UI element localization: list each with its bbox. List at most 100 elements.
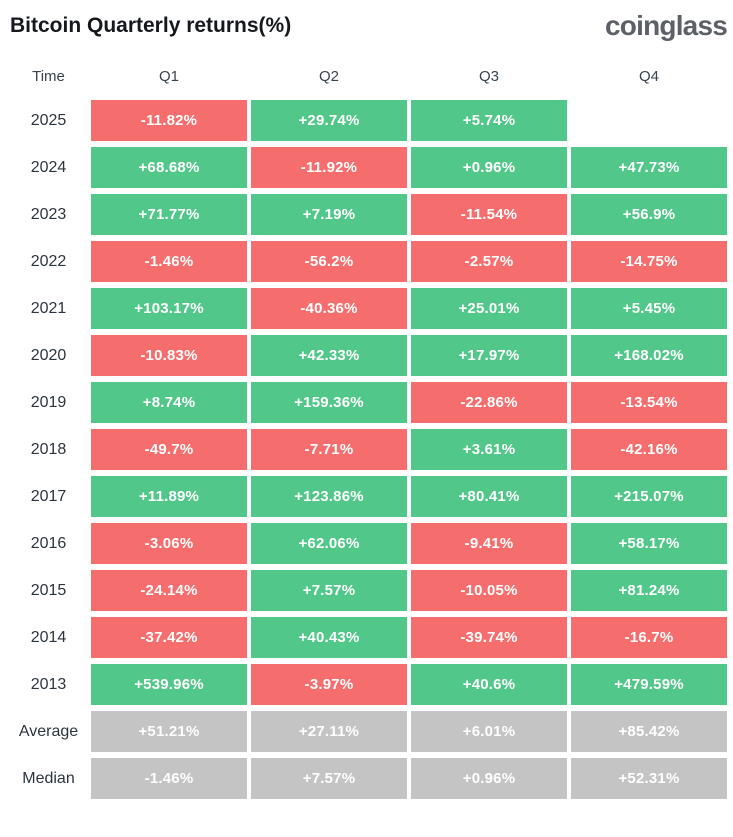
return-cell: +40.43% (251, 617, 407, 658)
page-title: Bitcoin Quarterly returns(%) (10, 14, 292, 37)
return-cell: +80.41% (411, 476, 567, 517)
row-label: 2016 (30, 534, 67, 552)
return-cell: -7.71% (251, 429, 407, 470)
table-row: Median -1.46% +7.57% +0.96% +52.31% (10, 758, 727, 799)
empty-cell (571, 100, 727, 141)
return-cell: +62.06% (251, 523, 407, 564)
return-cell: +7.57% (251, 570, 407, 611)
return-cell: -10.05% (411, 570, 567, 611)
return-cell: +11.89% (91, 476, 247, 517)
table-row: 2020 -10.83% +42.33% +17.97% +168.02% (10, 335, 727, 376)
return-cell: +539.96% (91, 664, 247, 705)
return-cell: -3.06% (91, 523, 247, 564)
row-label: 2019 (30, 393, 67, 411)
header: Bitcoin Quarterly returns(%) coinglass (10, 10, 728, 41)
row-label: Median (22, 769, 75, 787)
return-cell: +8.74% (91, 382, 247, 423)
table-row: 2015 -24.14% +7.57% -10.05% +81.24% (10, 570, 727, 611)
return-cell: -24.14% (91, 570, 247, 611)
return-cell: +42.33% (251, 335, 407, 376)
return-cell: -10.83% (91, 335, 247, 376)
return-cell: +17.97% (411, 335, 567, 376)
time-column-header: Time (32, 68, 65, 85)
return-cell: +215.07% (571, 476, 727, 517)
quarter-column-header: Q1 (158, 68, 179, 85)
return-cell: +0.96% (411, 758, 567, 799)
table-row: 2018 -49.7% -7.71% +3.61% -42.16% (10, 429, 727, 470)
row-label: Average (18, 722, 79, 740)
table-row: 2016 -3.06% +62.06% -9.41% +58.17% (10, 523, 727, 564)
return-cell: +123.86% (251, 476, 407, 517)
return-cell: -22.86% (411, 382, 567, 423)
return-cell: -3.97% (251, 664, 407, 705)
return-cell: +58.17% (571, 523, 727, 564)
return-cell: +7.19% (251, 194, 407, 235)
return-cell: +103.17% (91, 288, 247, 329)
table-row: 2023 +71.77% +7.19% -11.54% +56.9% (10, 194, 727, 235)
return-cell: +40.6% (411, 664, 567, 705)
return-cell: +25.01% (411, 288, 567, 329)
table-row: 2014 -37.42% +40.43% -39.74% -16.7% (10, 617, 727, 658)
return-cell: -37.42% (91, 617, 247, 658)
return-cell: +0.96% (411, 147, 567, 188)
return-cell: +52.31% (571, 758, 727, 799)
row-label: 2025 (30, 111, 67, 129)
return-cell: +168.02% (571, 335, 727, 376)
table-row: 2024 +68.68% -11.92% +0.96% +47.73% (10, 147, 727, 188)
return-cell: +56.9% (571, 194, 727, 235)
return-cell: -13.54% (571, 382, 727, 423)
return-cell: -11.54% (411, 194, 567, 235)
row-label: 2015 (30, 581, 67, 599)
row-label: 2021 (30, 299, 67, 317)
returns-table: 2025 -11.82% +29.74% +5.74% 2024 +68.68% -11.9… (10, 100, 727, 799)
return-cell: +5.74% (411, 100, 567, 141)
return-cell: +71.77% (91, 194, 247, 235)
return-cell: +5.45% (571, 288, 727, 329)
return-cell: -42.16% (571, 429, 727, 470)
return-cell: +7.57% (251, 758, 407, 799)
return-cell: +51.21% (91, 711, 247, 752)
return-cell: -9.41% (411, 523, 567, 564)
row-label: 2024 (30, 158, 67, 176)
quarter-column-header: Q2 (318, 68, 339, 85)
row-label: 2022 (30, 252, 67, 270)
return-cell: -1.46% (91, 758, 247, 799)
table-row: 2013 +539.96% -3.97% +40.6% +479.59% (10, 664, 727, 705)
table-row: 2025 -11.82% +29.74% +5.74% (10, 100, 727, 141)
row-label: 2013 (30, 675, 67, 693)
return-cell: +29.74% (251, 100, 407, 141)
quarter-column-header: Q3 (478, 68, 499, 85)
return-cell: -11.82% (91, 100, 247, 141)
return-cell: +3.61% (411, 429, 567, 470)
return-cell: -11.92% (251, 147, 407, 188)
return-cell: +6.01% (411, 711, 567, 752)
table-header-row: Time Q1 Q2 Q3 Q4 (10, 68, 727, 85)
row-label: 2023 (30, 205, 67, 223)
return-cell: -2.57% (411, 241, 567, 282)
return-cell: +85.42% (571, 711, 727, 752)
return-cell: +68.68% (91, 147, 247, 188)
return-cell: +159.36% (251, 382, 407, 423)
return-cell: -39.74% (411, 617, 567, 658)
return-cell: +27.11% (251, 711, 407, 752)
table-row: 2021 +103.17% -40.36% +25.01% +5.45% (10, 288, 727, 329)
row-label: 2014 (30, 628, 67, 646)
return-cell: -56.2% (251, 241, 407, 282)
table-row: 2019 +8.74% +159.36% -22.86% -13.54% (10, 382, 727, 423)
return-cell: +479.59% (571, 664, 727, 705)
row-label: 2020 (30, 346, 67, 364)
quarter-column-header: Q4 (638, 68, 659, 85)
return-cell: -40.36% (251, 288, 407, 329)
row-label: 2018 (30, 440, 67, 458)
return-cell: -49.7% (91, 429, 247, 470)
return-cell: -16.7% (571, 617, 727, 658)
table-row: 2017 +11.89% +123.86% +80.41% +215.07% (10, 476, 727, 517)
return-cell: +81.24% (571, 570, 727, 611)
return-cell: +47.73% (571, 147, 727, 188)
table-row: Average +51.21% +27.11% +6.01% +85.42% (10, 711, 727, 752)
return-cell: -14.75% (571, 241, 727, 282)
coinglass-logo: coinglass (605, 10, 728, 41)
table-row: 2022 -1.46% -56.2% -2.57% -14.75% (10, 241, 727, 282)
row-label: 2017 (30, 487, 67, 505)
